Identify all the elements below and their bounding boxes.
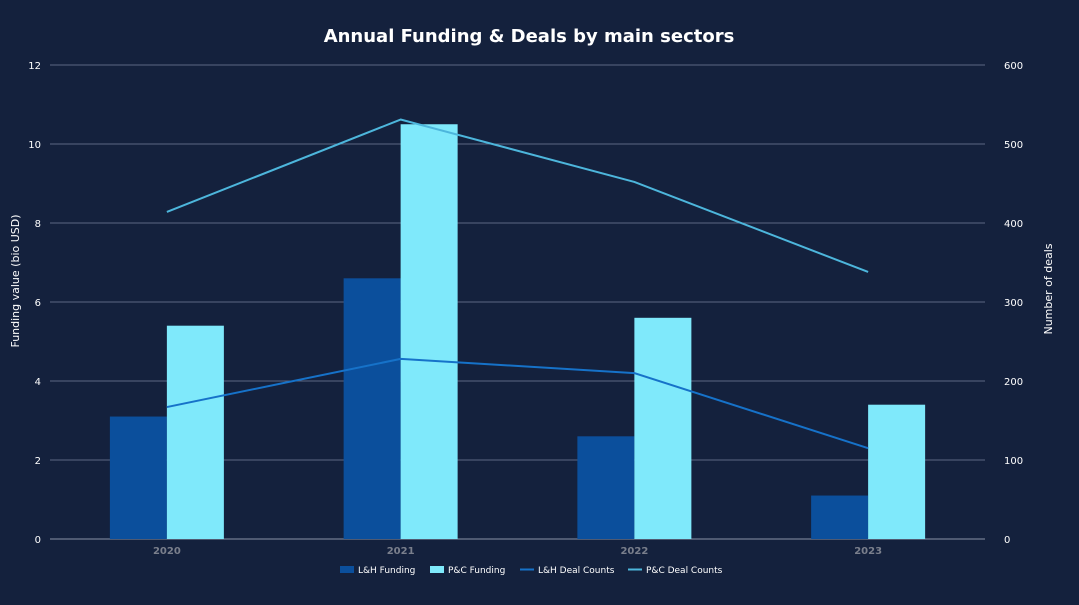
y-left-tick-label: 4 (35, 377, 41, 388)
x-tick-label: 2022 (620, 546, 648, 557)
legend: L&H Funding P&C Funding L&H Deal Counts P&C… (340, 566, 723, 576)
axis-tick-labels: 0 0 2 100 4 200 6 300 8 400 10 500 12 600 2020 2021 2022… (28, 61, 1023, 557)
y-right-tick-label: 400 (1004, 219, 1023, 230)
y-left-tick-label: 2 (35, 456, 41, 467)
lines-group (166, 118, 869, 450)
x-tick-label: 2023 (854, 546, 882, 557)
legend-swatch (340, 566, 354, 573)
y-left-tick-label: 0 (35, 535, 41, 546)
bar (166, 325, 224, 539)
y-left-tick-label: 6 (35, 298, 41, 309)
y-right-tick-label: 200 (1004, 377, 1023, 388)
legend-label: L&H Deal Counts (538, 566, 615, 576)
y-axis-right-label: Number of deals (1042, 243, 1055, 334)
y-right-tick-label: 300 (1004, 298, 1023, 309)
bar (811, 495, 869, 539)
bar (868, 404, 926, 539)
y-right-tick-label: 500 (1004, 140, 1023, 151)
x-tick-label: 2020 (153, 546, 181, 557)
y-left-tick-label: 12 (28, 61, 41, 72)
series-line (166, 357, 869, 450)
y-axis-left-label: Funding value (bio USD) (9, 214, 22, 347)
legend-label: L&H Funding (358, 566, 415, 576)
bar (109, 416, 167, 539)
legend-label: P&C Funding (448, 566, 505, 576)
bar (343, 278, 401, 539)
x-tick-label: 2021 (387, 546, 415, 557)
bar (634, 317, 692, 539)
series-line (166, 118, 869, 273)
bar (400, 124, 458, 539)
chart-title: Annual Funding & Deals by main sectors (324, 26, 735, 47)
bar (577, 436, 635, 539)
y-right-tick-label: 0 (1004, 535, 1010, 546)
y-right-tick-label: 600 (1004, 61, 1023, 72)
y-right-tick-label: 100 (1004, 456, 1023, 467)
y-left-tick-label: 8 (35, 219, 41, 230)
bars-group (109, 124, 926, 539)
legend-label: P&C Deal Counts (646, 566, 723, 576)
y-left-tick-label: 10 (28, 140, 41, 151)
legend-swatch (430, 566, 444, 573)
